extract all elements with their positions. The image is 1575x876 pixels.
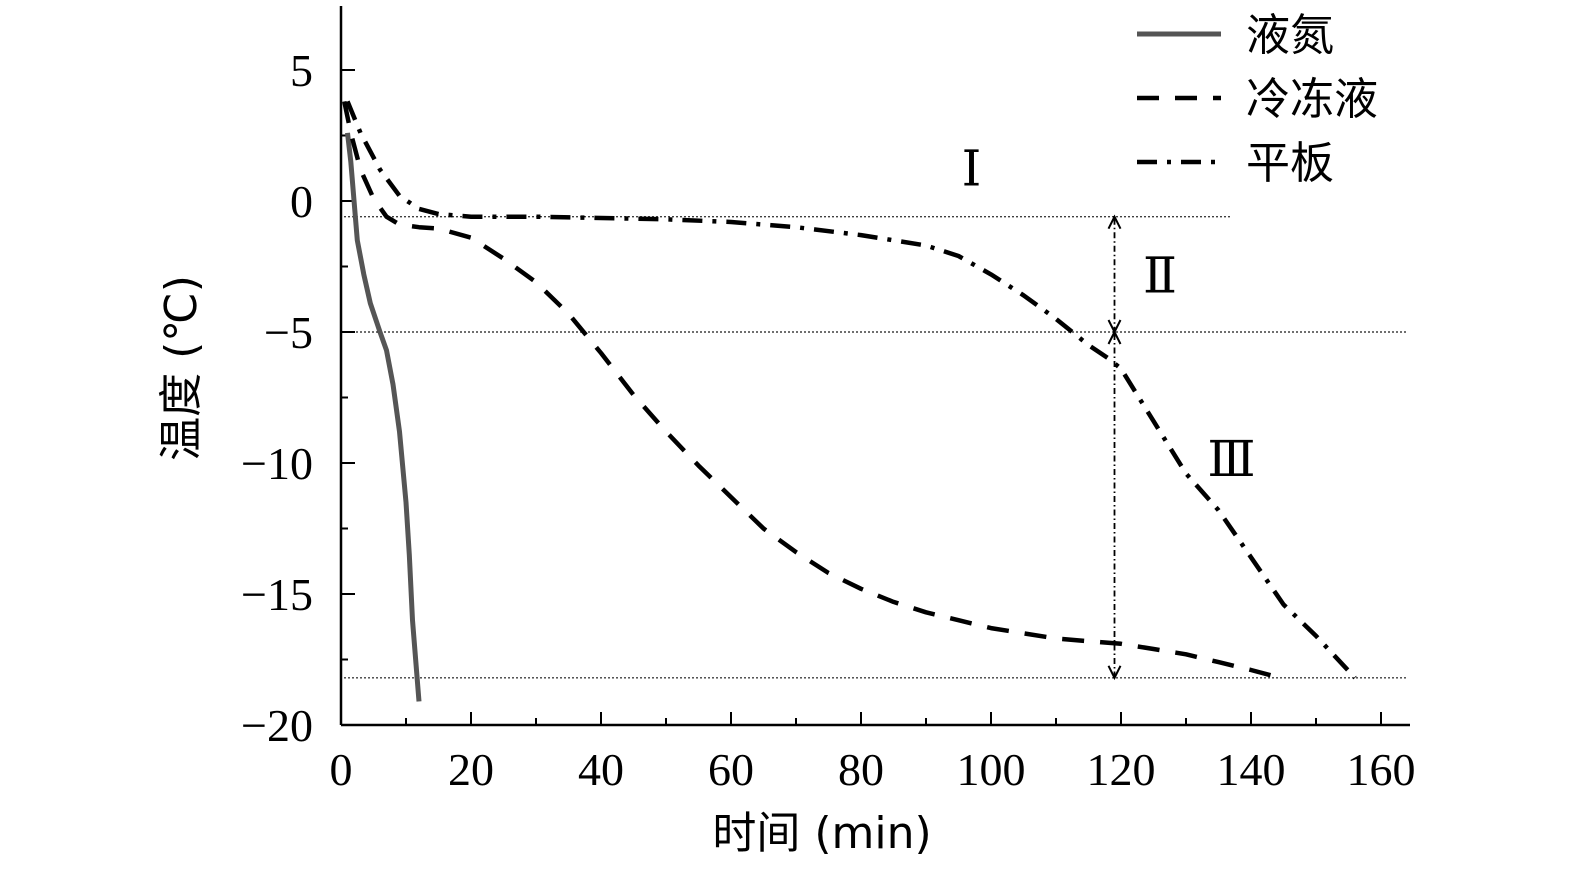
y-tick-label: 5	[290, 45, 313, 96]
y-tick-label: −15	[241, 569, 313, 620]
legend-label: 液氮	[1246, 10, 1334, 61]
arrow-head	[1107, 329, 1122, 345]
axes	[339, 6, 1410, 727]
x-tick-label: 60	[708, 744, 754, 795]
x-tick-label: 40	[578, 744, 624, 795]
y-axis-title: 温度 (℃)	[156, 275, 207, 461]
annotations-layer: Ⅰ Ⅱ Ⅲ	[962, 140, 1256, 487]
x-tick-label: 20	[448, 744, 494, 795]
series-line	[345, 132, 422, 702]
legend-label: 冷冻液	[1246, 74, 1378, 125]
arrow-head	[1107, 665, 1122, 681]
x-axis-title: 时间 (min)	[712, 808, 931, 859]
series-layer	[342, 100, 1357, 702]
reference-lines	[344, 216, 1407, 679]
legend-label: 平板	[1246, 138, 1334, 189]
x-tick-label: 80	[838, 744, 884, 795]
arrow-head	[1107, 214, 1122, 230]
series-line	[345, 100, 1357, 680]
x-tick-label: 120	[1087, 744, 1156, 795]
y-tick-label: −10	[241, 438, 313, 489]
region-label: Ⅰ	[962, 140, 982, 196]
x-tick-label: 140	[1217, 744, 1286, 795]
x-tick-label: 0	[330, 744, 353, 795]
y-tick-label: 0	[290, 176, 313, 227]
ticks: 0 20 40 60 80 100 120 140 160 5 0 −5 −10 −15 −20	[241, 45, 1415, 795]
x-tick-label: 100	[957, 744, 1026, 795]
y-tick-label: −20	[241, 700, 313, 751]
series-line	[342, 100, 1272, 678]
arrows-layer	[1107, 214, 1122, 681]
region-label: Ⅱ	[1143, 248, 1177, 304]
region-label: Ⅲ	[1207, 431, 1255, 487]
y-tick-label: −5	[264, 307, 313, 358]
x-tick-label: 160	[1347, 744, 1416, 795]
